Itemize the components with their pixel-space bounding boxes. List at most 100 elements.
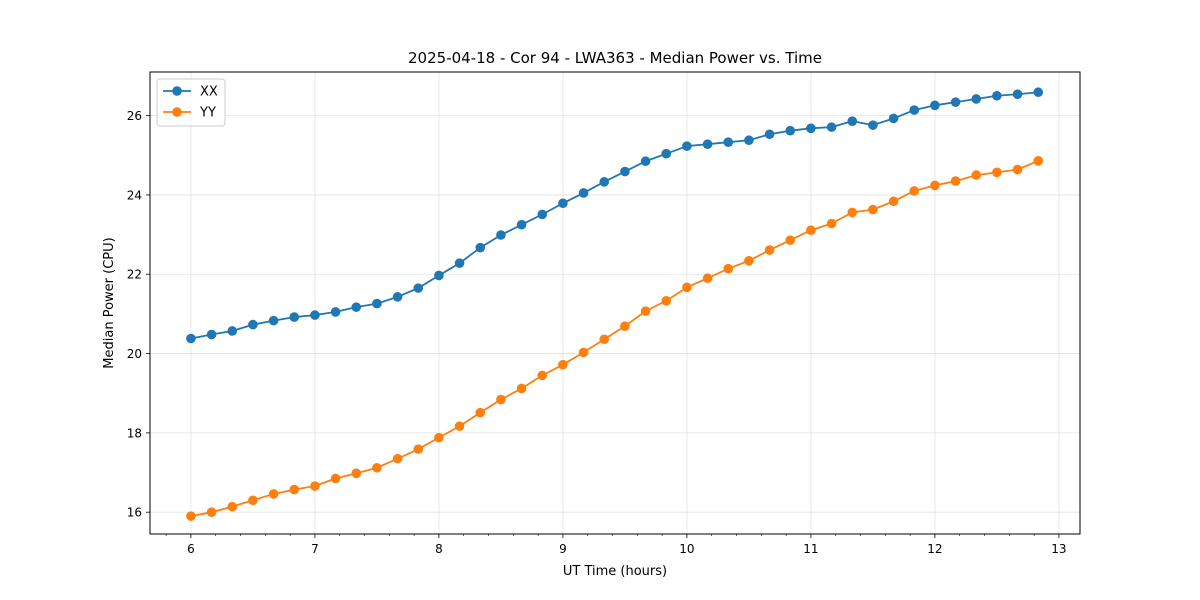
series-group: [186, 87, 1044, 521]
x-tick-label: 6: [187, 542, 195, 556]
data-point-xx: [702, 139, 713, 149]
data-point-yy: [496, 394, 506, 405]
data-point-xx: [516, 219, 527, 230]
data-point-yy: [847, 207, 858, 218]
data-point-yy: [413, 444, 424, 454]
data-point-xx: [578, 188, 589, 198]
legend-label-xx: XX: [200, 85, 218, 100]
data-point-yy: [806, 225, 816, 236]
data-point-xx: [868, 120, 878, 130]
data-point-yy: [702, 273, 713, 284]
data-point-xx: [413, 283, 424, 293]
data-point-xx: [847, 116, 858, 126]
data-point-yy: [723, 263, 734, 274]
data-point-yy: [826, 218, 837, 229]
data-point-xx: [1012, 89, 1023, 100]
y-tick-label: 18: [127, 426, 142, 440]
grid: [150, 72, 1080, 534]
data-point-yy: [310, 481, 320, 491]
data-point-yy: [599, 334, 610, 345]
data-point-yy: [1033, 156, 1044, 166]
data-point-yy: [682, 282, 692, 293]
x-axis-label: UT Time (hours): [563, 564, 667, 579]
data-point-yy: [640, 306, 651, 316]
legend-marker-yy: [172, 107, 182, 117]
legend-label-yy: YY: [199, 106, 216, 121]
data-point-xx: [248, 319, 258, 330]
data-point-yy: [392, 453, 403, 464]
data-point-yy: [578, 347, 589, 358]
axis-ticks: 6 7 8 9 10 11 12 13 16 18 20 22 24 26: [127, 109, 1067, 556]
data-point-xx: [475, 242, 486, 253]
data-point-xx: [950, 97, 961, 107]
data-point-yy: [620, 321, 630, 332]
data-point-xx: [434, 270, 444, 281]
data-point-yy: [186, 511, 196, 521]
x-tick-label: 11: [803, 542, 818, 556]
data-point-yy: [558, 359, 568, 370]
data-point-yy: [372, 462, 382, 473]
data-point-yy: [888, 196, 899, 207]
plot-frame: [149, 71, 1081, 535]
legend: XX YY: [156, 78, 226, 127]
x-tick-label: 12: [927, 542, 942, 556]
data-point-xx: [537, 209, 548, 220]
data-point-yy: [661, 296, 672, 306]
data-point-yy: [764, 245, 775, 255]
x-tick-label: 10: [679, 542, 694, 556]
data-point-yy: [268, 489, 279, 499]
y-tick-label: 22: [127, 268, 142, 282]
data-point-xx: [992, 90, 1002, 101]
data-point-xx: [330, 307, 341, 317]
data-point-xx: [310, 310, 320, 320]
data-point-yy: [868, 204, 878, 215]
data-point-xx: [723, 137, 734, 147]
data-point-xx: [971, 94, 982, 104]
data-point-yy: [930, 180, 940, 191]
y-axis-label: Median Power (CPU): [102, 237, 117, 368]
data-point-yy: [744, 255, 754, 266]
data-point-xx: [806, 123, 816, 134]
data-point-xx: [826, 122, 837, 132]
data-point-yy: [971, 170, 982, 180]
x-tick-label: 9: [559, 542, 567, 556]
x-tick-label: 8: [435, 542, 443, 556]
data-point-yy: [351, 468, 362, 479]
data-point-xx: [764, 129, 775, 140]
data-point-yy: [1012, 164, 1023, 175]
data-point-yy: [454, 421, 465, 431]
y-tick-label: 24: [127, 188, 142, 202]
y-tick-label: 26: [127, 109, 142, 123]
chart-title: 2025-04-18 - Cor 94 - LWA363 - Median Po…: [408, 49, 822, 67]
x-tick-label: 7: [311, 542, 319, 556]
data-point-xx: [661, 148, 672, 159]
data-point-yy: [537, 370, 548, 381]
data-point-xx: [186, 333, 196, 344]
data-point-xx: [289, 312, 300, 322]
data-point-yy: [248, 495, 258, 506]
data-point-xx: [888, 113, 899, 124]
data-point-yy: [289, 484, 300, 495]
data-point-xx: [930, 100, 940, 111]
data-point-xx: [785, 125, 796, 136]
data-point-xx: [909, 105, 920, 115]
data-point-xx: [454, 258, 465, 268]
data-point-xx: [744, 135, 754, 146]
data-point-xx: [351, 302, 362, 312]
data-point-xx: [268, 315, 279, 326]
data-point-xx: [206, 329, 217, 340]
data-point-yy: [992, 167, 1002, 178]
data-point-yy: [227, 501, 238, 512]
y-tick-label: 20: [127, 347, 142, 361]
data-point-yy: [909, 186, 920, 196]
data-point-xx: [227, 326, 238, 336]
data-point-xx: [640, 156, 651, 167]
data-point-yy: [206, 507, 217, 517]
data-point-xx: [682, 141, 692, 151]
legend-marker-xx: [172, 86, 182, 96]
data-point-xx: [620, 166, 630, 177]
data-point-yy: [785, 235, 796, 245]
data-point-xx: [599, 177, 610, 187]
y-tick-label: 16: [127, 506, 142, 520]
